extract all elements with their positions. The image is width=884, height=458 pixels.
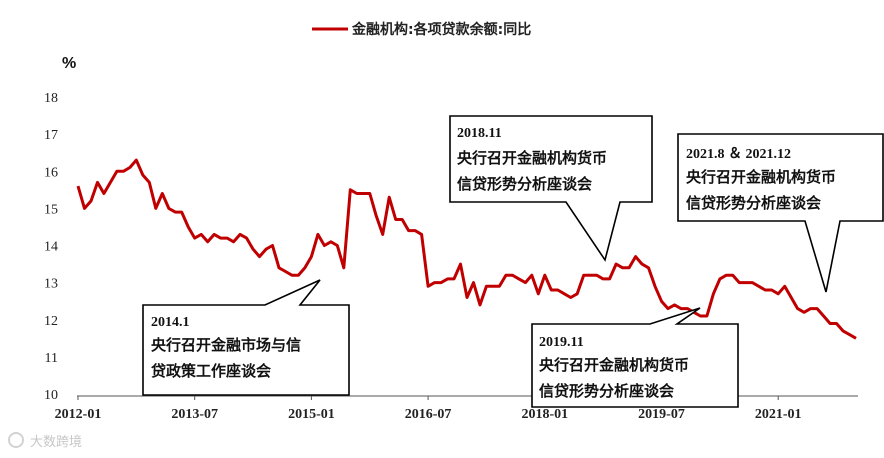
legend-label: 金融机构:各项贷款余额:同比 [351, 21, 531, 38]
annotation-callout-2021 [677, 133, 884, 293]
watermark: 大数跨境 [8, 432, 82, 450]
series-line [76, 158, 857, 340]
annotation-line-2: 信贷形势分析座谈会 [539, 382, 674, 400]
annotation-2018-11: 2018.11 央行召开金融机构货币 信贷形势分析座谈会 [449, 115, 653, 262]
x-tick-label: 2018-01 [521, 407, 568, 422]
y-tick-label: 11 [45, 351, 58, 366]
y-axis-unit: % [62, 55, 76, 72]
annotation-line-1: 央行召开金融机构货币 [457, 149, 607, 167]
y-tick-label: 18 [44, 91, 58, 106]
watermark-text: 大数跨境 [30, 435, 82, 450]
annotation-line-2: 信贷形势分析座谈会 [686, 194, 821, 212]
annotation-line-1: 央行召开金融机构货币 [539, 356, 689, 374]
annotation-2021-8-2021-12: 2021.8 ＆ 2021.12 央行召开金融机构货币 信贷形势分析座谈会 [677, 133, 884, 293]
legend: 金融机构:各项贷款余额:同比 [312, 21, 531, 38]
annotation-callout-2014-1 [142, 279, 350, 396]
annotation-line-1: 央行召开金融市场与信 [151, 336, 301, 354]
x-tick-label: 2016-07 [405, 407, 452, 422]
annotation-line-1: 央行召开金融机构货币 [686, 168, 836, 186]
y-tick-label: 10 [44, 388, 58, 403]
x-tick-label: 2013-07 [171, 407, 218, 422]
y-tick-label: 13 [44, 277, 58, 292]
y-tick-label: 14 [44, 240, 58, 255]
x-tick-label: 2015-01 [288, 407, 335, 422]
annotation-line-2: 贷政策工作座谈会 [151, 362, 271, 380]
annotation-date: 2019.11 [539, 335, 584, 350]
x-tick-label: 2021-01 [755, 407, 802, 422]
x-tick-label: 2012-01 [55, 407, 102, 422]
y-tick-label: 16 [44, 165, 58, 180]
annotation-date: 2018.11 [457, 126, 502, 141]
watermark-logo-icon [8, 432, 24, 448]
y-axis: 10 11 12 13 14 15 16 17 18 [44, 91, 58, 403]
annotation-date: 2014.1 [151, 315, 190, 330]
y-tick-label: 15 [44, 202, 58, 217]
x-tick-label: 2019-07 [638, 407, 685, 422]
annotation-2014-1: 2014.1 央行召开金融市场与信 贷政策工作座谈会 [142, 279, 350, 396]
annotation-2019-11: 2019.11 央行召开金融机构货币 信贷形势分析座谈会 [531, 307, 739, 408]
y-tick-label: 12 [44, 314, 58, 329]
annotation-line-2: 信贷形势分析座谈会 [457, 175, 592, 193]
annotation-callout-2018-11 [449, 115, 653, 262]
y-tick-label: 17 [44, 128, 58, 143]
annotation-date: 2021.8 ＆ 2021.12 [686, 146, 791, 162]
x-axis: 2012-01 2013-07 2015-01 2016-07 2018-01 2019-… [55, 395, 858, 422]
annotation-callout-2019-11 [531, 307, 739, 408]
